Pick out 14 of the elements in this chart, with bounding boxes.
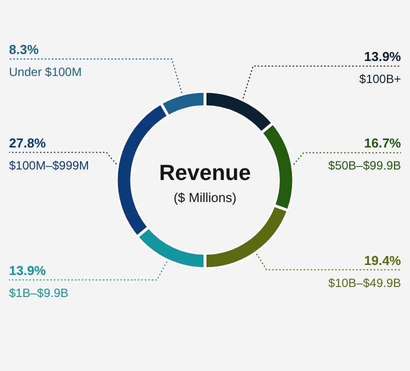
data-label: 13.9% <box>364 49 402 64</box>
data-label: 8.3% <box>9 42 40 57</box>
text: ($ Millions) <box>174 190 236 205</box>
text: Revenue <box>159 160 251 185</box>
data-label: 16.7% <box>364 136 402 151</box>
slice-label: $1B–$9.9B <box>9 286 68 300</box>
slice-label: $50B–$99.9B <box>328 158 401 173</box>
data-label: 13.9% <box>9 262 46 278</box>
data-label: 19.4% <box>364 252 402 268</box>
slice-label: Under $100M <box>9 64 82 79</box>
data-label: 27.8% <box>9 135 46 150</box>
slice-label: $100B+ <box>359 72 401 86</box>
slice-label: $100M–$999M <box>9 158 90 172</box>
slice-label: $10B–$49.9B <box>328 276 401 290</box>
